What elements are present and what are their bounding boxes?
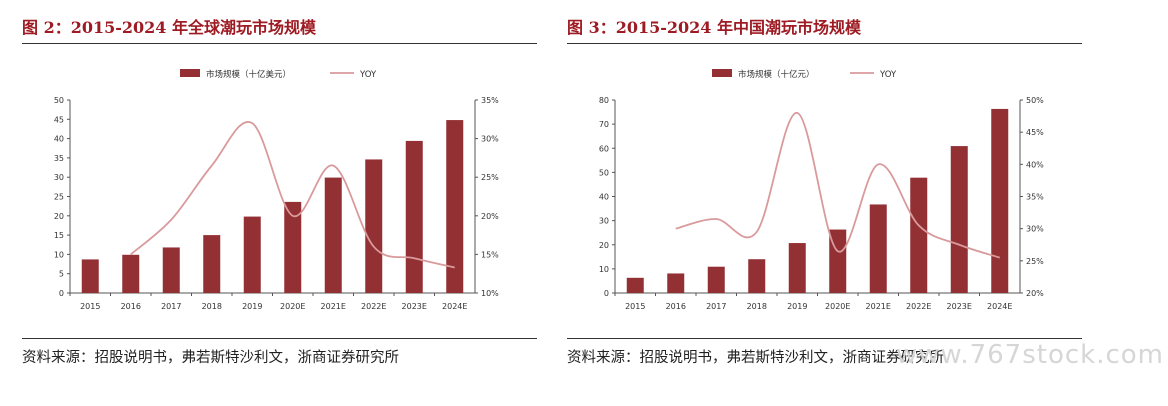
figure-title: 图 3：2015-2024 年中国潮玩市场规模	[567, 18, 861, 37]
x-tick-label: 2015	[80, 302, 100, 311]
bar	[626, 277, 644, 293]
china-market-chart: 0 10 20 30 40 50 60 70 80 20% 25% 30% 35% 40% 45% 50% 20…	[599, 69, 1044, 311]
right-tick-label: 20%	[1026, 289, 1044, 298]
bar	[162, 247, 180, 293]
global-market-panel: 图 2：2015-2024 年全球潮玩市场规模 0 5 10 15 20 25 30 35 40…	[0, 0, 560, 406]
left-tick-label: 60	[599, 144, 609, 153]
left-tick-label: 5	[59, 270, 64, 279]
left-tick-label: 0	[604, 289, 609, 298]
right-tick-label: 35%	[481, 96, 499, 105]
left-tick-label: 25	[54, 193, 64, 202]
legend-line-label: YOY	[359, 70, 377, 80]
left-tick-label: 40	[599, 193, 609, 202]
bar	[405, 140, 423, 293]
right-tick-label: 15%	[481, 250, 499, 259]
left-tick-label: 50	[54, 96, 64, 105]
left-tick-label: 0	[59, 289, 64, 298]
right-tick-label: 45%	[1026, 128, 1044, 137]
right-tick-label: 35%	[1026, 193, 1044, 202]
x-tick-label: 2020E	[280, 302, 305, 311]
x-tick-label: 2022E	[906, 302, 931, 311]
yoy-line	[675, 111, 1001, 259]
x-tick-label: 2016	[121, 302, 141, 311]
watermark: www.767stock.com	[895, 340, 1164, 370]
source-rule	[567, 338, 1082, 339]
bar	[81, 259, 99, 293]
x-tick-label: 2016	[666, 302, 686, 311]
x-tick-label: 2015	[625, 302, 645, 311]
x-tick-label: 2019	[242, 302, 262, 311]
bar	[243, 216, 261, 293]
right-tick-label: 10%	[481, 289, 499, 298]
china-market-panel: 图 3：2015-2024 年中国潮玩市场规模 0 10 20 30 40 50 60 70 8…	[565, 0, 1125, 406]
right-tick-label: 30%	[481, 135, 499, 144]
x-tick-label: 2024E	[987, 302, 1012, 311]
bar	[748, 259, 766, 293]
x-tick-label: 2024E	[442, 302, 467, 311]
source-note: 资料来源：招股说明书，弗若斯特沙利文，浙商证券研究所	[567, 350, 944, 366]
x-tick-label: 2021E	[321, 302, 346, 311]
x-tick-label: 2020E	[825, 302, 850, 311]
bar	[950, 146, 968, 293]
bar	[324, 177, 342, 293]
x-tick-label: 2023E	[402, 302, 427, 311]
right-tick-label: 25%	[481, 173, 499, 182]
legend-bar-swatch	[180, 69, 200, 77]
bar	[910, 177, 928, 293]
left-tick-label: 15	[54, 231, 64, 240]
x-tick-label: 2022E	[361, 302, 386, 311]
left-tick-label: 10	[599, 265, 609, 274]
x-tick-label: 2017	[706, 302, 726, 311]
x-tick-label: 2019	[787, 302, 807, 311]
x-tick-label: 2021E	[866, 302, 891, 311]
left-tick-label: 80	[599, 96, 609, 105]
yoy-line	[130, 121, 455, 269]
bar	[991, 108, 1009, 293]
bar	[284, 201, 302, 293]
right-tick-label: 50%	[1026, 96, 1044, 105]
bar	[788, 243, 806, 293]
legend-bar-swatch	[712, 69, 732, 77]
x-tick-label: 2017	[161, 302, 181, 311]
left-tick-label: 50	[599, 168, 609, 177]
bar	[122, 254, 140, 293]
left-tick-label: 45	[54, 115, 64, 124]
right-tick-label: 30%	[1026, 225, 1044, 234]
bar	[707, 266, 725, 293]
source-note: 资料来源：招股说明书，弗若斯特沙利文，浙商证券研究所	[22, 350, 399, 366]
left-tick-label: 40	[54, 135, 64, 144]
left-tick-label: 10	[54, 250, 64, 259]
left-tick-label: 20	[54, 212, 64, 221]
bar	[869, 204, 887, 293]
legend-line-label: YOY	[879, 70, 897, 80]
legend-bar-label: 市场规模（十亿美元）	[206, 69, 291, 80]
bar	[667, 273, 685, 293]
title-rule	[22, 43, 537, 44]
right-tick-label: 25%	[1026, 257, 1044, 266]
left-tick-label: 35	[54, 154, 64, 163]
global-market-chart: 0 5 10 15 20 25 30 35 40 45 50 10% 15% 20% 25% 30% 35% 20…	[54, 69, 499, 311]
title-rule	[567, 43, 1082, 44]
x-tick-label: 2023E	[947, 302, 972, 311]
bar	[365, 159, 383, 293]
x-tick-label: 2018	[202, 302, 222, 311]
bar	[203, 235, 221, 293]
left-tick-label: 70	[599, 120, 609, 129]
right-tick-label: 20%	[481, 212, 499, 221]
x-tick-label: 2018	[747, 302, 767, 311]
legend-bar-label: 市场规模（十亿元）	[738, 69, 815, 80]
source-rule	[22, 338, 537, 339]
figure-title: 图 2：2015-2024 年全球潮玩市场规模	[22, 18, 316, 37]
left-tick-label: 30	[54, 173, 64, 182]
left-tick-label: 30	[599, 217, 609, 226]
right-tick-label: 40%	[1026, 160, 1044, 169]
bar	[446, 120, 464, 294]
left-tick-label: 20	[599, 241, 609, 250]
